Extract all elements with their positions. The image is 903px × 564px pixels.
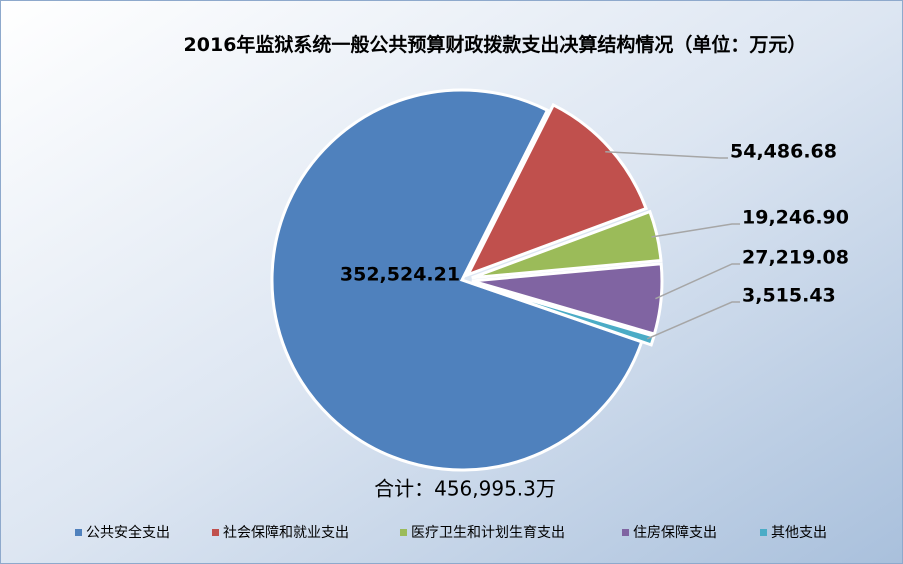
legend-label: 住房保障支出 (633, 525, 717, 541)
pie-slice (464, 102, 649, 278)
data-label: 352,524.21 (340, 264, 460, 286)
pie-slice (471, 262, 664, 336)
legend-swatch (760, 529, 767, 536)
pie-slice (270, 88, 644, 472)
legend-swatch (400, 529, 407, 536)
legend-label: 公共安全支出 (86, 524, 170, 541)
data-label: 54,486.68 (730, 141, 837, 163)
leader-line (646, 301, 740, 340)
leader-line (605, 150, 728, 159)
total-annotation: 合计：456,995.3万 (374, 477, 556, 501)
legend-label: 医疗卫生和计划生育支出 (411, 525, 565, 541)
data-label: 19,246.90 (742, 207, 849, 229)
legend-swatch (622, 529, 629, 536)
legend-label: 其他支出 (771, 525, 827, 541)
legend-swatch (75, 529, 82, 536)
leader-line (655, 263, 740, 300)
legend-label: 社会保障和就业支出 (223, 525, 349, 541)
data-label: 27,219.08 (742, 247, 849, 269)
leader-line (651, 223, 740, 238)
chart-title: 2016年监狱系统一般公共预算财政拨款支出决算结构情况（单位：万元） (183, 34, 807, 56)
legend-swatch (212, 529, 219, 536)
data-label: 3,515.43 (742, 285, 836, 307)
